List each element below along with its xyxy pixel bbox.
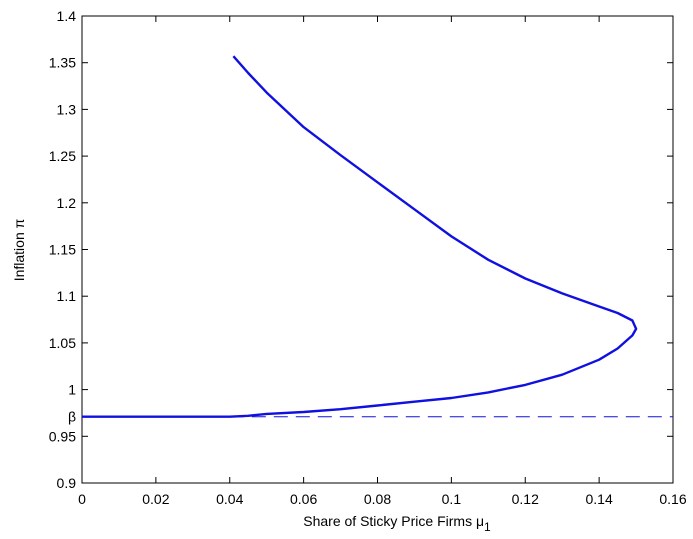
x-tick-label-3: 0.06 xyxy=(290,491,317,507)
y-tick-label-6: 1.2 xyxy=(57,195,77,211)
y-tick-label-1: 0.95 xyxy=(49,428,76,444)
y-axis-ticks: 0.9 0.95 1 1.05 1.1 1.15 1.2 1.25 1.3 1.35 1.4 xyxy=(49,8,673,491)
x-tick-label-0: 0 xyxy=(78,491,86,507)
x-tick-label-6: 0.12 xyxy=(512,491,539,507)
y-tick-label-5: 1.15 xyxy=(49,242,76,258)
x-tick-label-8: 0.16 xyxy=(659,491,686,507)
equilibrium-curve xyxy=(82,55,638,418)
x-axis-ticks: 0 0.02 0.04 0.06 0.08 0.1 0.12 0.14 0.16 xyxy=(78,16,687,507)
x-tick-label-1: 0.02 xyxy=(142,491,169,507)
y-axis-label: Inflation π xyxy=(11,218,27,281)
y-tick-label-2: 1 xyxy=(68,382,76,398)
y-tick-label-0: 0.9 xyxy=(57,475,77,491)
y-tick-label-3: 1.05 xyxy=(49,335,76,351)
x-tick-label-2: 0.04 xyxy=(216,491,243,507)
x-axis-label: Share of Sticky Price Firms μ1 xyxy=(303,513,491,534)
y-tick-label-8: 1.3 xyxy=(57,101,77,117)
plot-frame xyxy=(81,15,674,484)
y-tick-label-10: 1.4 xyxy=(57,8,77,24)
series-layer xyxy=(82,55,673,418)
y-tick-label-9: 1.35 xyxy=(49,55,76,71)
x-axis-label-subscript: 1 xyxy=(484,520,491,534)
y-tick-label-7: 1.25 xyxy=(49,148,76,164)
x-tick-label-4: 0.08 xyxy=(364,491,391,507)
x-tick-label-7: 0.14 xyxy=(586,491,613,507)
x-tick-label-5: 0.1 xyxy=(442,491,462,507)
y-tick-label-4: 1.1 xyxy=(57,288,77,304)
beta-label: β xyxy=(68,409,76,425)
